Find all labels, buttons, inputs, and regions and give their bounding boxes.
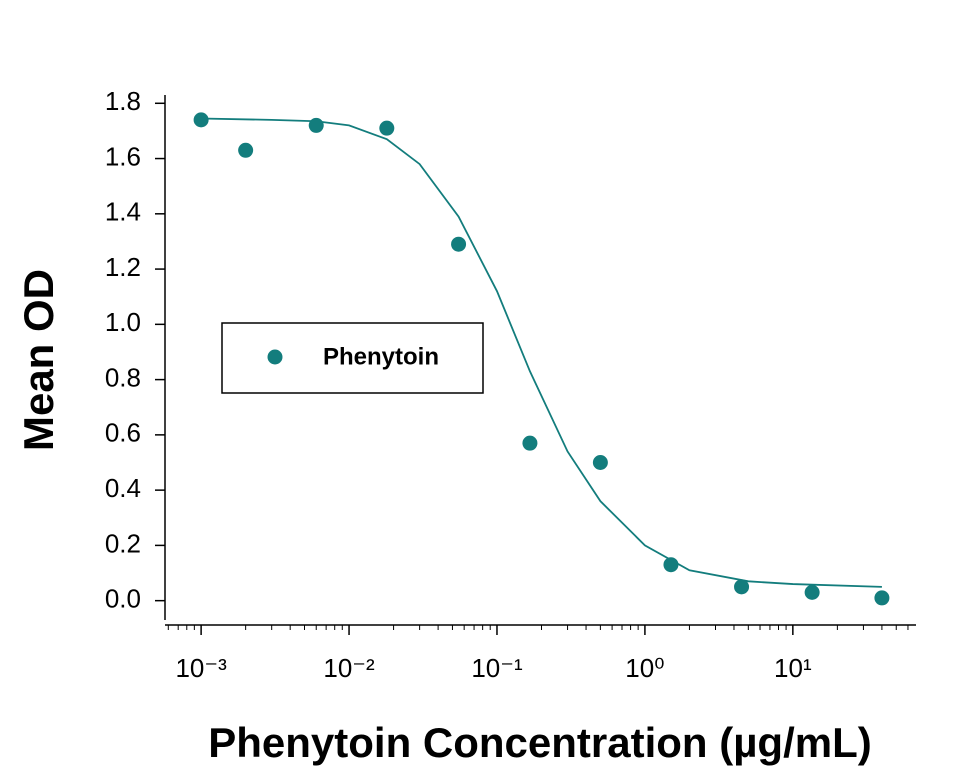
x-tick-label: 10⁰: [625, 653, 664, 683]
y-tick-label: 1.8: [105, 86, 141, 116]
x-tick-label: 10⁻²: [323, 653, 375, 683]
y-axis-title: Mean OD: [15, 269, 62, 451]
fit-line: [201, 117, 882, 588]
data-point: [804, 584, 820, 600]
y-tick-label: 0.0: [105, 584, 141, 614]
x-tick-label: 10⁻¹: [471, 653, 523, 683]
data-point: [734, 579, 750, 595]
data-point: [522, 435, 538, 451]
data-point: [308, 117, 324, 133]
data-point: [874, 590, 890, 606]
x-tick-label: 10¹: [774, 653, 812, 683]
x-axis-title: Phenytoin Concentration (µg/mL): [208, 719, 872, 766]
y-tick-label: 0.6: [105, 418, 141, 448]
data-point: [238, 142, 254, 158]
y-tick-label: 1.6: [105, 141, 141, 171]
y-tick-label: 0.4: [105, 473, 141, 503]
data-point: [663, 557, 679, 573]
y-tick-label: 0.2: [105, 528, 141, 558]
legend-box: [221, 322, 484, 394]
y-tick-label: 1.4: [105, 197, 141, 227]
y-tick-label: 1.0: [105, 307, 141, 337]
data-point: [592, 455, 608, 470]
legend-marker: [267, 349, 283, 365]
legend-label: Phenytoin: [323, 343, 439, 370]
x-tick-label: 10⁻³: [175, 653, 227, 683]
data-point: [193, 112, 209, 128]
data-point: [451, 236, 467, 252]
y-tick-label: 0.8: [105, 362, 141, 392]
y-tick-label: 1.2: [105, 252, 141, 282]
data-point: [379, 120, 395, 136]
